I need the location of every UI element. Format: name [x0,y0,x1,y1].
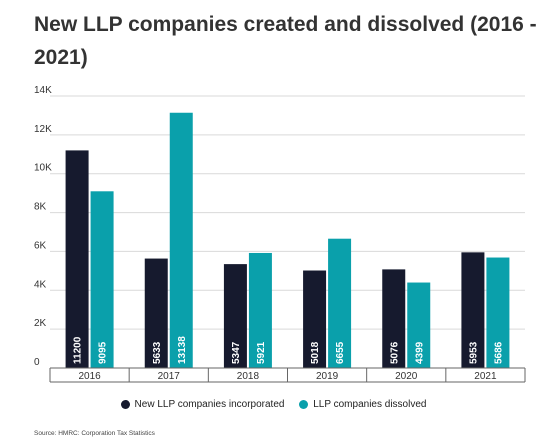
bar-value-label: 5076 [389,341,400,364]
bar-value-label: 5686 [493,341,504,364]
y-tick-label: 12K [34,124,52,135]
bar[interactable] [461,252,485,368]
y-tick-label: 14K [34,85,52,96]
bar-value-label: 5018 [310,341,321,364]
bar-chart: 0 2K 4K 6K 8K 10K 12K 14K 11200 9095 5633 13138 534… [34,85,526,383]
bar-value-label: 4399 [414,341,425,364]
bar-value-label: 13138 [177,336,188,364]
bar-value-label: 5953 [468,341,479,364]
x-tick-label: 2017 [158,371,181,382]
legend-swatch-incorporated [120,400,130,409]
x-axis: 2016 2017 2018 2019 2020 2021 [49,367,526,383]
bar[interactable] [169,112,193,368]
legend-label-incorporated: New LLP companies incorporated [134,399,285,410]
x-tick-label: 2016 [78,371,101,382]
bar[interactable] [248,252,272,368]
legend-swatch-dissolved [299,400,309,409]
x-tick-label: 2019 [316,371,339,382]
bar[interactable] [65,150,89,368]
x-tick-label: 2021 [474,371,497,382]
grid-lines [50,95,525,330]
bar[interactable] [223,264,247,368]
bar[interactable] [90,191,114,368]
bar-value-label: 11200 [73,336,84,364]
y-tick-label: 2K [34,318,47,329]
bar[interactable] [328,238,352,368]
legend-label-dissolved: LLP companies dissolved [313,399,427,410]
bar[interactable] [144,258,168,368]
bar-value-label: 5921 [256,341,267,364]
bar-value-label: 5633 [152,341,163,364]
bar[interactable] [486,257,510,368]
legend: New LLP companies incorporated LLP compa… [0,399,547,412]
y-tick-label: 8K [34,202,47,213]
bar[interactable] [303,270,327,368]
y-tick-label: 4K [34,279,47,290]
bar-value-label: 5347 [231,341,242,364]
y-axis-ticks: 0 2K 4K 6K 8K 10K 12K 14K [34,85,52,368]
x-tick-label: 2020 [395,371,418,382]
bar[interactable] [382,269,406,368]
bar-value-label: 6655 [335,341,346,364]
chart-title: New LLP companies created and dissolved … [34,13,537,69]
bar-value-label: 9095 [98,341,109,364]
x-tick-label: 2018 [237,371,260,382]
y-tick-label: 6K [34,240,47,251]
bar[interactable] [407,282,431,368]
legend-item-incorporated[interactable]: New LLP companies incorporated [120,399,285,410]
y-tick-label: 10K [34,163,52,174]
source-note: Source: HMRC: Corporation Tax Statistics [34,430,155,437]
bars: 11200 9095 5633 13138 5347 5921 5018 6655 5076 43… [65,112,510,368]
legend-item-dissolved[interactable]: LLP companies dissolved [299,399,426,410]
y-tick-label: 0 [34,357,40,368]
